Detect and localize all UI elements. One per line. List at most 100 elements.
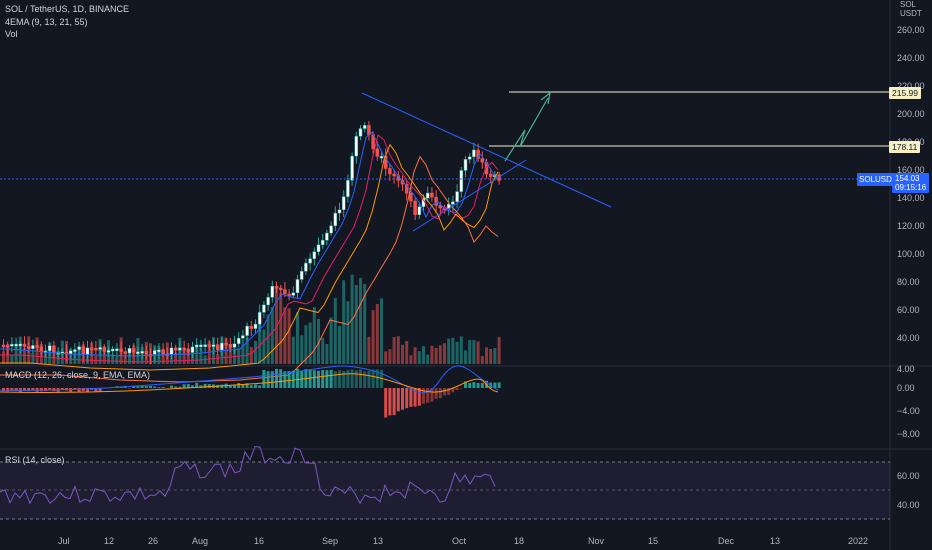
candle-body: [127, 348, 132, 354]
signal-line: [0, 373, 499, 394]
volume-bar: [422, 346, 425, 364]
candle-body: [455, 191, 459, 202]
lower-trendline[interactable]: [412, 159, 527, 232]
volume-bar: [296, 312, 299, 364]
candle-body: [358, 128, 363, 137]
volume-bar: [443, 343, 446, 364]
candle-body: [472, 149, 476, 157]
candle-body: [295, 279, 300, 294]
time-tick-label: Sep: [322, 536, 339, 546]
macd-bar: [413, 388, 417, 407]
candle-body: [94, 347, 98, 351]
macd-bar: [367, 370, 371, 388]
countdown-timer: 09:15:16: [895, 183, 927, 192]
candle-body: [1, 344, 6, 348]
macd-bar: [443, 388, 446, 396]
symbol-legend[interactable]: SOL / TetherUS, 1D, BINANCE: [5, 4, 130, 14]
candle-body: [480, 158, 485, 163]
candle-body: [211, 344, 216, 347]
macd-bar: [220, 384, 224, 388]
last-price-tag: SOLUSDT: [857, 173, 897, 186]
candle-body: [232, 343, 237, 348]
ema-legend[interactable]: 4EMA (9, 13, 21, 55): [5, 17, 88, 27]
time-tick-label: Oct: [452, 536, 467, 546]
volume-bar: [279, 293, 283, 364]
axis-tick-label: 240.00: [897, 53, 925, 63]
time-tick-label: Aug: [192, 536, 209, 546]
candle-body: [236, 338, 241, 344]
macd-bar: [153, 386, 157, 388]
macd-bar: [86, 388, 89, 393]
macd-bar: [346, 370, 350, 388]
projection-arrow[interactable]: [504, 97, 549, 162]
volume-bar: [409, 355, 413, 364]
macd-bar: [388, 388, 392, 416]
macd-bar: [178, 386, 182, 388]
candle-body: [81, 346, 86, 355]
candle-body: [392, 173, 396, 177]
macd-bar: [161, 387, 165, 388]
volume-bar: [2, 351, 5, 364]
time-tick-label: 26: [148, 536, 159, 546]
time-tick-label: 2022: [848, 536, 869, 546]
volume-bar: [354, 284, 358, 364]
axis-tick-label: 60.00: [897, 471, 920, 481]
volume-bar: [312, 307, 316, 364]
rsi-path: [0, 445, 496, 505]
macd-bar: [241, 384, 245, 388]
volume-bar: [447, 338, 451, 364]
macd-bar: [23, 388, 26, 391]
time-tick-label: 15: [648, 536, 659, 546]
candle-body: [178, 347, 182, 351]
macd-bar: [312, 370, 316, 388]
volume-bar: [430, 345, 434, 364]
candle-body: [488, 173, 493, 177]
axis-tick-label: 80.00: [897, 277, 920, 287]
candle-body: [31, 345, 35, 349]
candle-body: [228, 344, 233, 348]
rsi-legend[interactable]: RSI (14, close): [5, 455, 65, 465]
candle-body: [10, 343, 14, 347]
candle-body: [39, 346, 44, 352]
macd-bar: [44, 388, 47, 392]
candle-body: [409, 193, 413, 202]
candle-body: [404, 183, 409, 194]
macd-bar: [438, 388, 442, 399]
candle-body: [299, 271, 304, 280]
macd-bar: [203, 383, 207, 388]
macd-legend[interactable]: MACD (12, 26, close, 9, EMA, EMA): [5, 370, 151, 380]
candle-body: [257, 312, 262, 325]
macd-bar: [98, 388, 102, 393]
volume-bar: [44, 351, 47, 364]
macd-bar: [191, 385, 194, 388]
macd-line: [0, 365, 499, 394]
candle-body: [85, 347, 90, 355]
candle-body: [346, 180, 350, 197]
volume-bar: [464, 350, 467, 364]
macd-bar: [468, 383, 472, 388]
volume-bar: [283, 307, 287, 364]
volume-bar: [128, 349, 131, 364]
macd-bar: [186, 384, 190, 388]
candle-body: [459, 170, 464, 192]
macd-bar: [333, 371, 337, 388]
volume-bar: [367, 336, 371, 364]
upper-trendline[interactable]: [361, 92, 612, 208]
candle-body: [400, 180, 405, 185]
volume-bar: [472, 339, 476, 364]
macd-bar: [401, 388, 404, 410]
volume-bar: [405, 340, 409, 364]
volume-bar: [270, 306, 274, 364]
level-2-tag: 178.11: [889, 141, 921, 153]
candle-body: [463, 159, 468, 171]
axis-tick-label: 200.00: [897, 109, 925, 119]
volume-bar: [245, 337, 249, 364]
vol-legend[interactable]: Vol: [5, 29, 18, 39]
macd-bar: [434, 388, 438, 399]
macd-bar: [149, 386, 152, 388]
candle-body: [270, 285, 275, 298]
candle-body: [341, 196, 346, 210]
macd-bar: [249, 385, 253, 388]
